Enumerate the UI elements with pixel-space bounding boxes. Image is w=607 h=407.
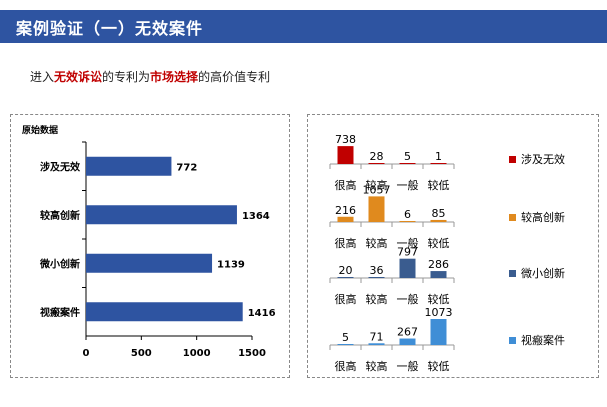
category-label: 较低 <box>428 359 450 373</box>
bar <box>337 146 354 164</box>
category-label: 涉及无效 <box>40 160 81 173</box>
bar <box>86 205 237 225</box>
legend-label: 微小创新 <box>521 266 565 280</box>
subtitle-mid: 的专利为 <box>102 70 151 84</box>
bar <box>337 216 354 222</box>
bar <box>368 343 385 345</box>
data-label: 85 <box>432 207 446 220</box>
category-label: 视瘢案件 <box>40 306 80 319</box>
data-label: 286 <box>428 258 449 271</box>
legend-swatch <box>509 337 516 344</box>
category-label: 很高 <box>335 359 357 373</box>
legend-label: 较高创新 <box>521 210 565 224</box>
x-tick-label: 1500 <box>238 348 266 359</box>
data-label: 28 <box>370 150 384 163</box>
data-label: 6 <box>404 208 411 221</box>
legend-swatch <box>509 214 516 221</box>
data-label: 1139 <box>217 259 245 270</box>
page-title: 案例验证（一）无效案件 <box>16 19 204 38</box>
bar <box>399 221 416 222</box>
subtitle-highlight-1: 无效诉讼 <box>54 70 103 84</box>
category-label: 很高 <box>335 236 357 250</box>
bar <box>399 163 416 164</box>
title-bar: 案例验证（一）无效案件 <box>0 10 607 43</box>
bar <box>368 163 385 164</box>
bar <box>399 338 416 345</box>
category-label: 一般 <box>397 293 419 306</box>
legend-swatch <box>509 156 516 163</box>
category-label: 较高创新 <box>40 209 80 222</box>
bar <box>399 258 416 278</box>
subtitle-highlight-2: 市场选择 <box>150 70 199 84</box>
category-label: 很高 <box>335 178 357 192</box>
bar <box>368 277 385 278</box>
category-label: 很高 <box>335 292 357 306</box>
bar <box>86 302 243 322</box>
bar <box>430 271 447 278</box>
data-label: 797 <box>397 246 418 259</box>
bar <box>86 253 213 273</box>
subtitle-prefix: 进入 <box>30 70 55 84</box>
legend-label: 涉及无效 <box>521 152 565 166</box>
right-chart-panel <box>307 114 599 378</box>
data-label: 20 <box>339 264 353 277</box>
left-chart-panel <box>10 114 290 378</box>
data-label: 5 <box>404 150 411 163</box>
data-label: 1 <box>435 150 442 163</box>
bar <box>430 163 447 164</box>
category-label: 较低 <box>428 178 450 192</box>
data-label: 772 <box>176 162 197 173</box>
bar <box>337 277 354 278</box>
data-label: 71 <box>370 330 384 343</box>
data-label: 36 <box>370 264 384 277</box>
category-label: 较高 <box>366 359 388 373</box>
category-label: 较高 <box>366 292 388 306</box>
x-tick-label: 500 <box>131 348 152 359</box>
category-label: 较高 <box>366 178 388 192</box>
legend-label: 视瘢案件 <box>521 333 565 347</box>
category-label: 一般 <box>397 360 419 373</box>
subtitle: 进入无效诉讼的专利为市场选择的高价值专利 <box>30 68 270 85</box>
category-label: 较低 <box>428 292 450 306</box>
data-label: 738 <box>335 133 356 146</box>
bar <box>86 156 172 176</box>
data-label: 1057 <box>363 183 391 196</box>
data-label: 1364 <box>242 211 270 222</box>
category-label: 一般 <box>397 237 419 250</box>
category-label: 较低 <box>428 236 450 250</box>
x-tick-label: 0 <box>83 348 90 359</box>
category-label: 较高 <box>366 236 388 250</box>
legend-swatch <box>509 270 516 277</box>
bar <box>368 196 385 222</box>
data-label: 5 <box>342 331 349 344</box>
category-label: 一般 <box>397 179 419 192</box>
left-chart-title: 原始数据 <box>22 124 58 136</box>
data-label: 267 <box>397 326 418 339</box>
subtitle-suffix: 的高价值专利 <box>198 70 271 84</box>
category-label: 微小创新 <box>39 257 80 270</box>
data-label: 1073 <box>425 306 453 319</box>
bar <box>430 219 447 222</box>
x-tick-label: 1000 <box>183 348 211 359</box>
bar <box>430 319 447 345</box>
data-label: 1416 <box>248 308 276 319</box>
bar <box>337 344 354 345</box>
data-label: 216 <box>335 204 356 217</box>
